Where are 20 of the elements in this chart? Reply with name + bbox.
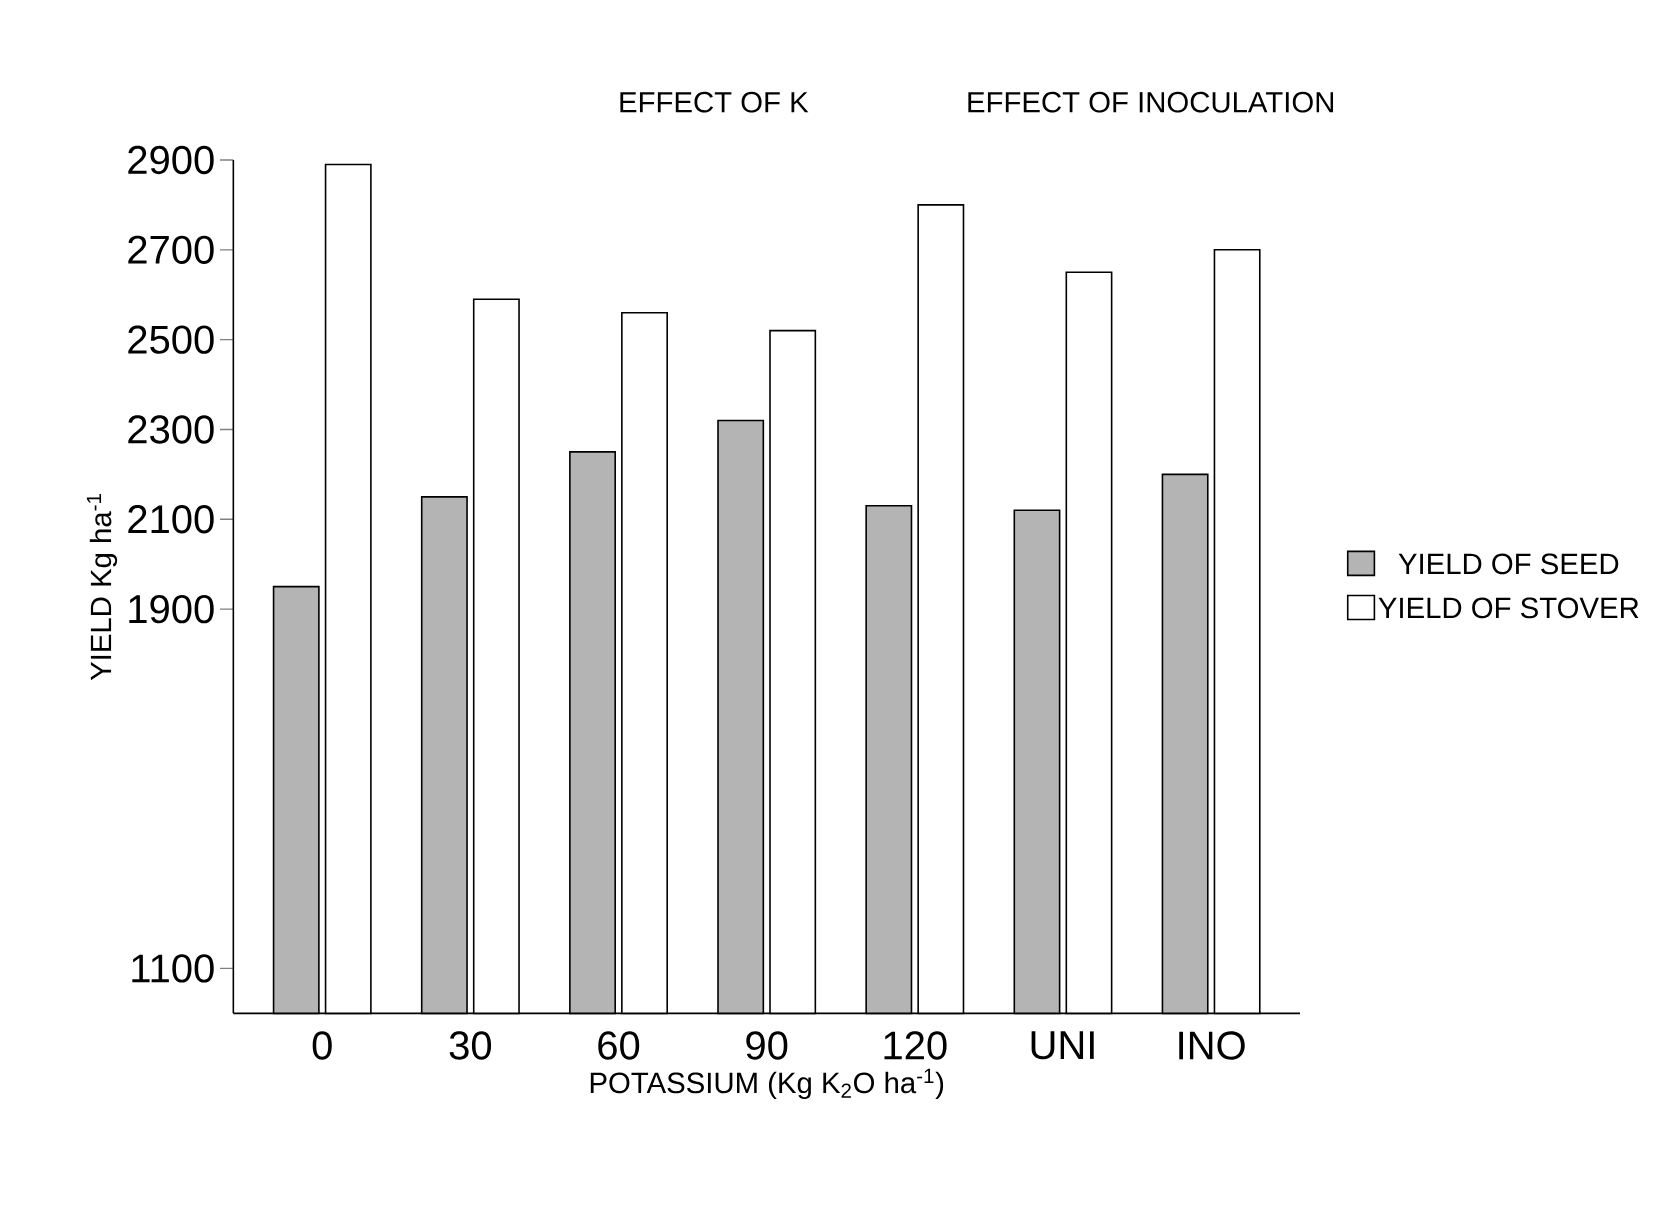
y-tick-label: 2700 [128, 235, 214, 264]
y-tick-label: 2300 [128, 415, 214, 444]
x-tick-label: 30 [449, 1031, 492, 1060]
legend-label: YIELD OF SEED [1398, 553, 1619, 575]
x-tick-label: INO [1179, 1031, 1245, 1060]
y-tick-label: 1100 [132, 954, 214, 983]
x-axis-title: POTASSIUM (Kg K$_{2}$O ha$^{-1}$) [590, 1068, 944, 1099]
text: EFFECT OF INOCULATION [968, 91, 1334, 113]
y-tick-label: 2500 [128, 325, 214, 354]
x-tick-label: 90 [746, 1031, 788, 1060]
x-tick-label: UNI [1031, 1031, 1094, 1060]
x-tick-label: 120 [884, 1031, 947, 1060]
y-tick-label: 1900 [129, 594, 214, 624]
text: EFFECT OF K [620, 91, 809, 113]
y-tick-label: 2900 [128, 145, 214, 174]
y-tick-label: 2100 [128, 504, 214, 534]
x-tick-label: 0 [312, 1031, 332, 1060]
y-axis-title: YIELD Kg ha$^{-1}$ [86, 493, 118, 681]
legend-label: YIELD OF STOVER [1378, 597, 1639, 619]
x-tick-label: 60 [598, 1031, 640, 1060]
